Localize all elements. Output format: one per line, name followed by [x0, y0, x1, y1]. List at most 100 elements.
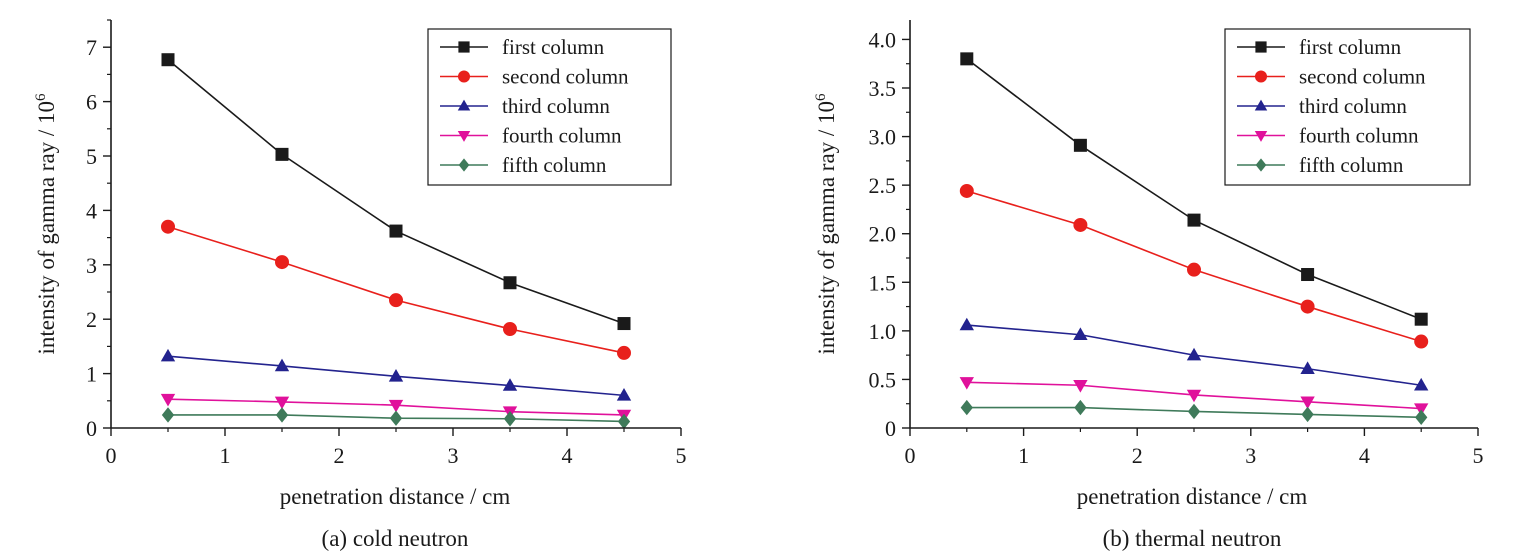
legend-marker — [457, 130, 471, 142]
data-point — [1187, 262, 1201, 277]
legend-marker — [1255, 41, 1267, 53]
y-tick-label: 4 — [86, 198, 97, 223]
x-tick-label: 4 — [562, 443, 573, 468]
series-5 — [960, 399, 1428, 426]
series-layer — [959, 52, 1429, 426]
data-point — [617, 317, 631, 331]
legend-label: first column — [502, 35, 605, 59]
y-axis-label-text: intensity of gamma ray / 10 — [34, 101, 59, 355]
data-point — [503, 411, 517, 427]
data-point — [617, 345, 631, 360]
chart-panel-cold-neutron: 0 1 2 3 4 5 0 1 2 3 4 5 6 7 first column second column… — [33, 19, 687, 551]
legend-label: second column — [502, 65, 629, 89]
data-point — [1187, 213, 1201, 227]
series-2 — [161, 219, 631, 360]
data-point — [1073, 380, 1088, 393]
y-tick-label: 2 — [86, 307, 97, 332]
data-point — [1414, 334, 1429, 349]
y-tick-label: 7 — [86, 35, 97, 60]
x-tick-label: 3 — [1245, 443, 1256, 468]
series-layer — [160, 53, 632, 430]
y-tick-label: 4.0 — [869, 27, 897, 52]
legend-box — [1224, 28, 1471, 186]
data-point — [1301, 406, 1314, 423]
data-point — [275, 147, 289, 161]
series-4 — [959, 377, 1429, 416]
data-point — [1074, 399, 1087, 416]
x-tick-label: 1 — [220, 443, 231, 468]
data-point — [389, 410, 403, 426]
y-tick-label: 1.5 — [869, 270, 897, 295]
y-tick-label: 1.0 — [869, 319, 897, 344]
legend-box — [427, 28, 672, 186]
data-point — [503, 276, 517, 290]
x-tick-label: 0 — [905, 443, 916, 468]
data-point — [274, 358, 290, 372]
data-point — [503, 321, 517, 336]
data-point — [161, 53, 175, 67]
data-point — [1073, 217, 1088, 232]
data-point — [161, 219, 175, 234]
legend-label: third column — [502, 94, 610, 118]
panel-caption: (a) cold neutron — [322, 526, 469, 551]
legend-entry: second column — [440, 65, 629, 89]
legend-label: second column — [1299, 65, 1426, 89]
data-point — [1414, 312, 1428, 326]
data-point — [1300, 361, 1315, 374]
x-tick-label: 2 — [1132, 443, 1143, 468]
legend-label: first column — [1299, 35, 1402, 59]
data-point — [1186, 347, 1202, 361]
data-point — [1073, 138, 1087, 152]
legend-label: fifth column — [502, 153, 607, 177]
y-tick-label: 2.5 — [869, 173, 897, 198]
legend-entry: third column — [1237, 94, 1407, 118]
data-point — [1186, 389, 1202, 403]
y-tick-label: 3.0 — [869, 125, 897, 150]
legend-marker — [457, 99, 471, 111]
legend-marker — [457, 70, 471, 83]
y-tick-label: 3 — [86, 253, 97, 278]
y-axis-label-text: intensity of gamma ray / 10 — [814, 101, 839, 355]
y-axis-label-exponent: 6 — [813, 93, 829, 101]
legend-entry: fifth column — [440, 153, 607, 177]
data-point — [959, 377, 974, 390]
data-point — [388, 399, 404, 413]
data-point — [1300, 396, 1315, 410]
legend-label: third column — [1299, 94, 1407, 118]
x-tick-label: 5 — [1473, 443, 1484, 468]
legend-entry: fourth column — [1237, 124, 1419, 148]
series-3 — [959, 317, 1429, 391]
legend: first column second column third column fou… — [427, 28, 672, 186]
axes-frame — [909, 20, 1478, 429]
legend-entry: fifth column — [1237, 153, 1404, 177]
data-point — [960, 399, 973, 416]
series-line — [167, 225, 625, 354]
chart-panel-thermal-neutron: 0 1 2 3 4 5 0 0.5 1.0 1.5 2.0 2.5 3.0 3.5 4.0 first co… — [813, 20, 1484, 551]
data-point — [1300, 299, 1315, 314]
axes-frame — [110, 20, 681, 429]
x-tick-label: 4 — [1359, 443, 1370, 468]
panel-caption: (b) thermal neutron — [1103, 526, 1282, 551]
legend-marker — [1255, 158, 1267, 172]
y-axis-label-exponent: 6 — [33, 93, 49, 101]
data-point — [275, 407, 289, 423]
y-tick-label: 1 — [86, 362, 97, 387]
y-tick-label: 5 — [86, 144, 97, 169]
y-tick-label: 2.0 — [869, 222, 897, 247]
y-tick-label: 0 — [86, 416, 97, 441]
legend-entry: fourth column — [440, 124, 622, 148]
x-tick-label: 1 — [1018, 443, 1029, 468]
data-point — [1414, 403, 1429, 416]
legend: first column second column third column fou… — [1224, 28, 1471, 186]
data-point — [389, 224, 403, 238]
legend-marker — [458, 41, 470, 53]
legend-marker — [1254, 99, 1268, 111]
x-axis-label: penetration distance / cm — [280, 484, 511, 509]
series-3 — [160, 348, 632, 401]
data-point — [960, 52, 974, 66]
y-tick-label: 6 — [86, 90, 97, 115]
y-axis-label: intensity of gamma ray / 106 — [33, 93, 59, 355]
x-axis-label: penetration distance / cm — [1077, 484, 1308, 509]
legend-entry: first column — [440, 35, 605, 59]
x-tick-label: 5 — [676, 443, 687, 468]
